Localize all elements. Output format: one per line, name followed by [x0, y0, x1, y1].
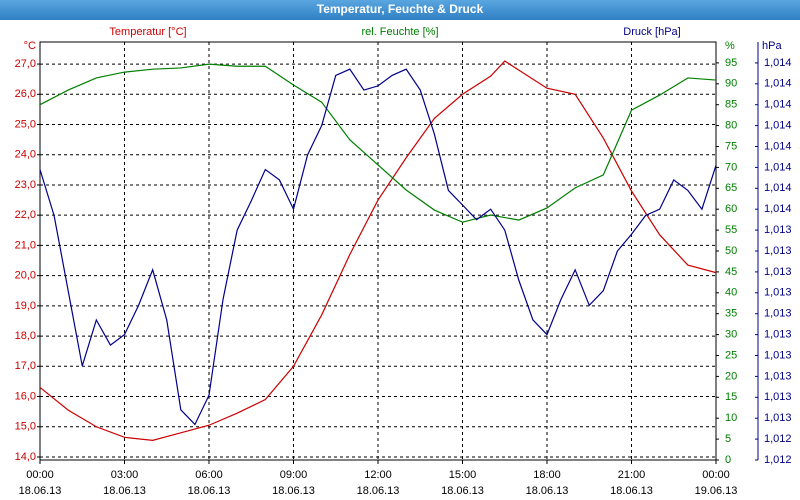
- x-tick-date: 19.06.13: [695, 485, 738, 497]
- y2-tick-label: 15: [725, 391, 737, 403]
- x-tick-label: 06:00: [195, 469, 223, 481]
- x-tick-label: 03:00: [111, 469, 139, 481]
- y-tick-label: 15,0: [15, 421, 36, 433]
- chart-title: Temperatur, Feuchte & Druck: [317, 2, 484, 16]
- x-tick-date: 18.06.13: [188, 485, 231, 497]
- y3-tick-label: 1,014: [764, 120, 792, 132]
- y3-tick-label: 1,012: [764, 454, 792, 466]
- y3-tick-label: 1,013: [764, 245, 792, 257]
- y2-axis-title: rel. Feuchte [%]: [361, 26, 438, 38]
- y3-tick-label: 1,013: [764, 287, 792, 299]
- x-tick-date: 18.06.13: [19, 485, 62, 497]
- y2-tick-label: 25: [725, 349, 737, 361]
- y2-tick-label: 50: [725, 245, 737, 257]
- y-tick-label: 16,0: [15, 390, 36, 402]
- y2-tick-label: 80: [725, 120, 737, 132]
- y3-tick-label: 1,013: [764, 391, 792, 403]
- y-tick-label: 20,0: [15, 270, 36, 282]
- y-axis-title: Temperatur [°C]: [109, 26, 186, 38]
- y2-tick-label: 0: [725, 454, 731, 466]
- x-tick-date: 18.06.13: [357, 485, 400, 497]
- y-tick-label: 25,0: [15, 118, 36, 130]
- y-tick-label: 23,0: [15, 179, 36, 191]
- y2-tick-label: 45: [725, 266, 737, 278]
- y2-tick-label: 10: [725, 412, 737, 424]
- y3-tick-label: 1,013: [764, 370, 792, 382]
- y3-axis-title: Druck [hPa]: [623, 26, 680, 38]
- x-tick-label: 18:00: [533, 469, 561, 481]
- y3-tick-label: 1,014: [764, 57, 792, 69]
- y-tick-label: 27,0: [15, 58, 36, 70]
- y3-tick-label: 1,013: [764, 412, 792, 424]
- y2-tick-label: 85: [725, 99, 737, 111]
- y2-tick-label: 70: [725, 161, 737, 173]
- y2-tick-label: 65: [725, 182, 737, 194]
- x-tick-date: 18.06.13: [441, 485, 484, 497]
- x-tick-label: 12:00: [364, 469, 392, 481]
- y3-tick-label: 1,013: [764, 266, 792, 278]
- y-tick-label: 24,0: [15, 149, 36, 161]
- x-tick-label: 21:00: [618, 469, 646, 481]
- y-unit: °C: [24, 40, 36, 52]
- y2-unit: %: [725, 40, 735, 52]
- series-line: [39, 63, 717, 223]
- y-tick-label: 19,0: [15, 300, 36, 312]
- x-tick-date: 18.06.13: [103, 485, 146, 497]
- x-tick-date: 18.06.13: [610, 485, 653, 497]
- y2-tick-label: 35: [725, 308, 737, 320]
- y3-tick-label: 1,013: [764, 308, 792, 320]
- x-tick-label: 15:00: [449, 469, 477, 481]
- x-tick-date: 18.06.13: [272, 485, 315, 497]
- y-tick-label: 18,0: [15, 330, 36, 342]
- y-tick-label: 22,0: [15, 209, 36, 221]
- y2-tick-label: 75: [725, 140, 737, 152]
- y-tick-label: 21,0: [15, 239, 36, 251]
- y-tick-label: 17,0: [15, 360, 36, 372]
- y-tick-label: 14,0: [15, 451, 36, 463]
- y2-tick-label: 95: [725, 57, 737, 69]
- y3-tick-label: 1,014: [764, 161, 792, 173]
- y3-tick-label: 1,013: [764, 349, 792, 361]
- y3-unit: hPa: [762, 40, 782, 52]
- y2-tick-label: 30: [725, 329, 737, 341]
- y3-tick-label: 1,014: [764, 99, 792, 111]
- series-line: [39, 60, 717, 441]
- title-bar: [0, 0, 800, 20]
- y2-tick-label: 60: [725, 203, 737, 215]
- x-tick-label: 00:00: [26, 469, 54, 481]
- y2-tick-label: 40: [725, 287, 737, 299]
- y-tick-label: 26,0: [15, 88, 36, 100]
- y3-tick-label: 1,014: [764, 182, 792, 194]
- series-line: [39, 68, 717, 426]
- y3-tick-label: 1,012: [764, 433, 792, 445]
- y3-tick-label: 1,013: [764, 329, 792, 341]
- y2-tick-label: 20: [725, 370, 737, 382]
- y3-tick-label: 1,014: [764, 140, 792, 152]
- x-tick-date: 18.06.13: [526, 485, 569, 497]
- x-tick-label: 09:00: [280, 469, 308, 481]
- y2-tick-label: 5: [725, 433, 731, 445]
- y2-tick-label: 55: [725, 224, 737, 236]
- y3-tick-label: 1,014: [764, 78, 792, 90]
- y2-tick-label: 90: [725, 78, 737, 90]
- y3-tick-label: 1,013: [764, 224, 792, 236]
- x-tick-label: 00:00: [702, 469, 730, 481]
- y3-tick-label: 1,014: [764, 203, 792, 215]
